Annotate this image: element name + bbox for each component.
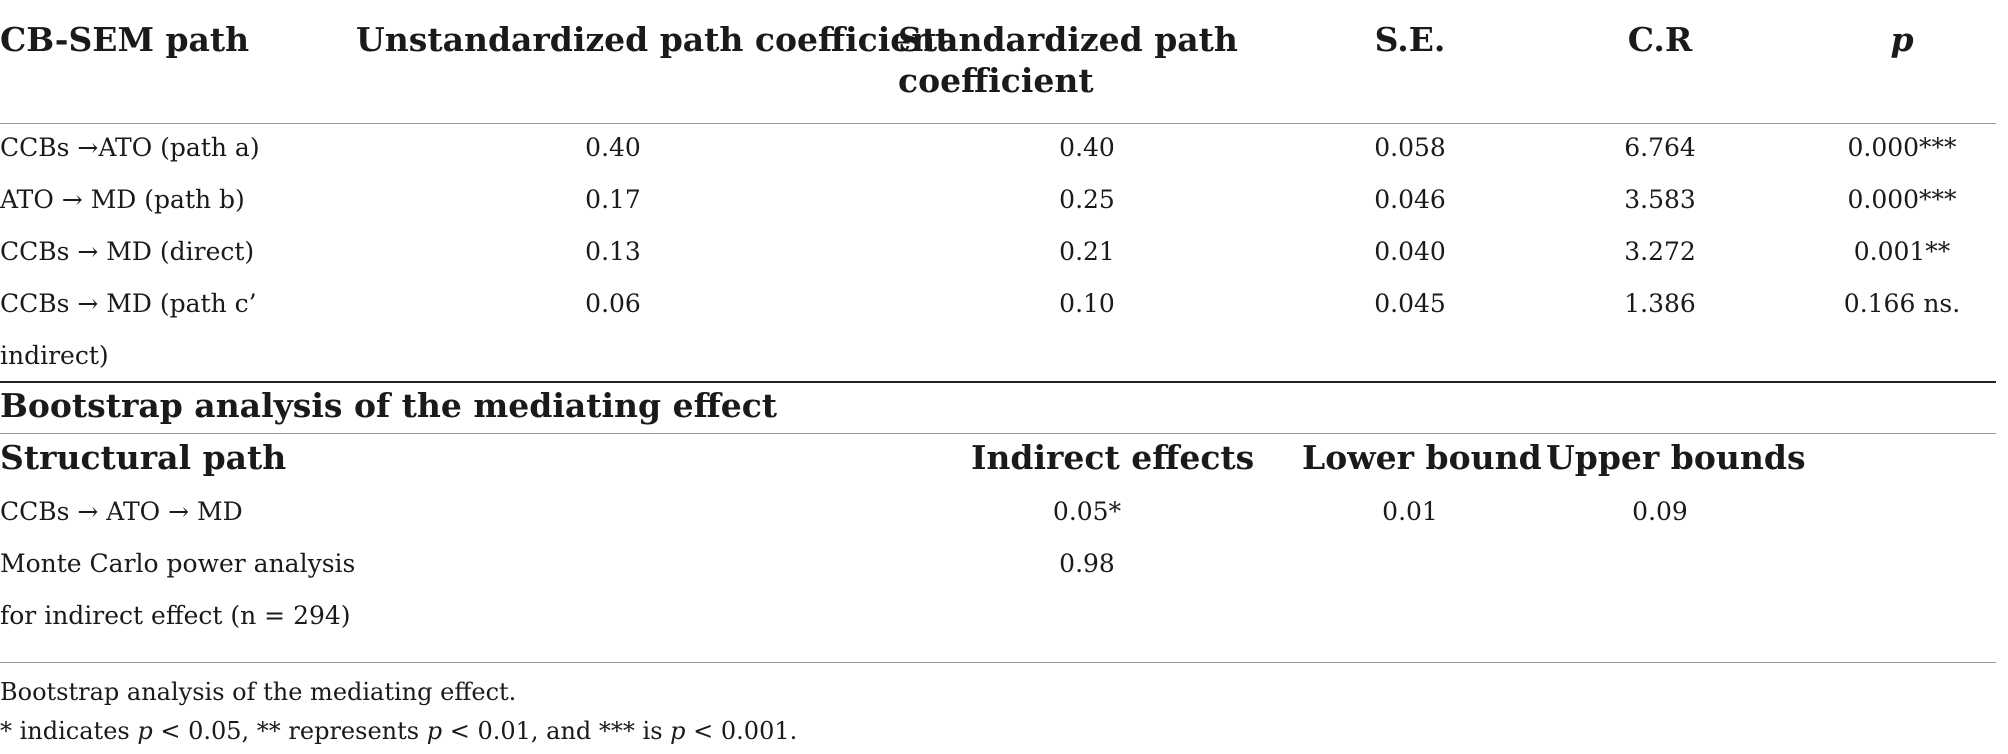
row3-path: CCBs → MD (direct): [0, 237, 255, 266]
row1-path: CCBs →ATO (path a): [0, 133, 260, 162]
header-upper-bounds: Upper bounds: [1546, 438, 1806, 477]
row4-std: 0.10: [1059, 289, 1115, 318]
table1-bottom-rule: [0, 381, 1996, 383]
row2-path: ATO → MD (path b): [0, 185, 245, 214]
bootstrap-row1-indirect: 0.05*: [1052, 497, 1122, 526]
header-se: S.E.: [1374, 20, 1446, 59]
row4-se: 0.045: [1374, 289, 1446, 318]
table1-header-divider: [0, 123, 1996, 124]
row3-se: 0.040: [1374, 237, 1446, 266]
bootstrap-section-title: Bootstrap analysis of the mediating effe…: [0, 386, 778, 425]
row4-p: 0.166 ns.: [1843, 289, 1961, 318]
row1-cr: 6.764: [1624, 133, 1696, 162]
header-standardized-line2: coefficient: [898, 61, 1094, 100]
row1-unstd: 0.40: [585, 133, 641, 162]
bootstrap-row1-upper: 0.09: [1632, 497, 1688, 526]
footnote-2: * indicates p < 0.05, ** represents p < …: [0, 717, 798, 745]
row3-std: 0.21: [1059, 237, 1115, 266]
bootstrap-row2-path-cont: for indirect effect (n = 294): [0, 601, 351, 630]
row3-cr: 3.272: [1624, 237, 1696, 266]
header-p: p: [1890, 20, 1914, 59]
row4-unstd: 0.06: [585, 289, 641, 318]
bootstrap-row1-path: CCBs → ATO → MD: [0, 497, 243, 526]
row1-se: 0.058: [1374, 133, 1446, 162]
header-structural-path: Structural path: [0, 438, 287, 477]
row2-unstd: 0.17: [585, 185, 641, 214]
row4-path-cont: indirect): [0, 341, 109, 370]
footnote-1: Bootstrap analysis of the mediating effe…: [0, 678, 517, 706]
row3-p: 0.001**: [1853, 237, 1951, 266]
row1-std: 0.40: [1059, 133, 1115, 162]
header-indirect-effects: Indirect effects: [971, 438, 1255, 477]
row2-p: 0.000***: [1847, 185, 1957, 214]
header-cr: C.R: [1627, 20, 1693, 59]
row1-p: 0.000***: [1847, 133, 1957, 162]
row2-std: 0.25: [1059, 185, 1115, 214]
row2-se: 0.046: [1374, 185, 1446, 214]
header-cb-sem-path: CB-SEM path: [0, 20, 250, 59]
table-bottom-rule: [0, 662, 1996, 663]
row2-cr: 3.583: [1624, 185, 1696, 214]
header-unstandardized: Unstandardized path coefficient: [356, 20, 951, 59]
bootstrap-row1-lower: 0.01: [1382, 497, 1438, 526]
bootstrap-row2-indirect: 0.98: [1059, 549, 1115, 578]
row4-cr: 1.386: [1624, 289, 1696, 318]
row3-unstd: 0.13: [585, 237, 641, 266]
header-lower-bound: Lower bound: [1302, 438, 1542, 477]
row4-path: CCBs → MD (path c’: [0, 289, 257, 318]
bootstrap-title-divider: [0, 433, 1996, 434]
header-standardized-line1: Standardized path: [898, 20, 1238, 59]
bootstrap-row2-path: Monte Carlo power analysis: [0, 549, 356, 578]
